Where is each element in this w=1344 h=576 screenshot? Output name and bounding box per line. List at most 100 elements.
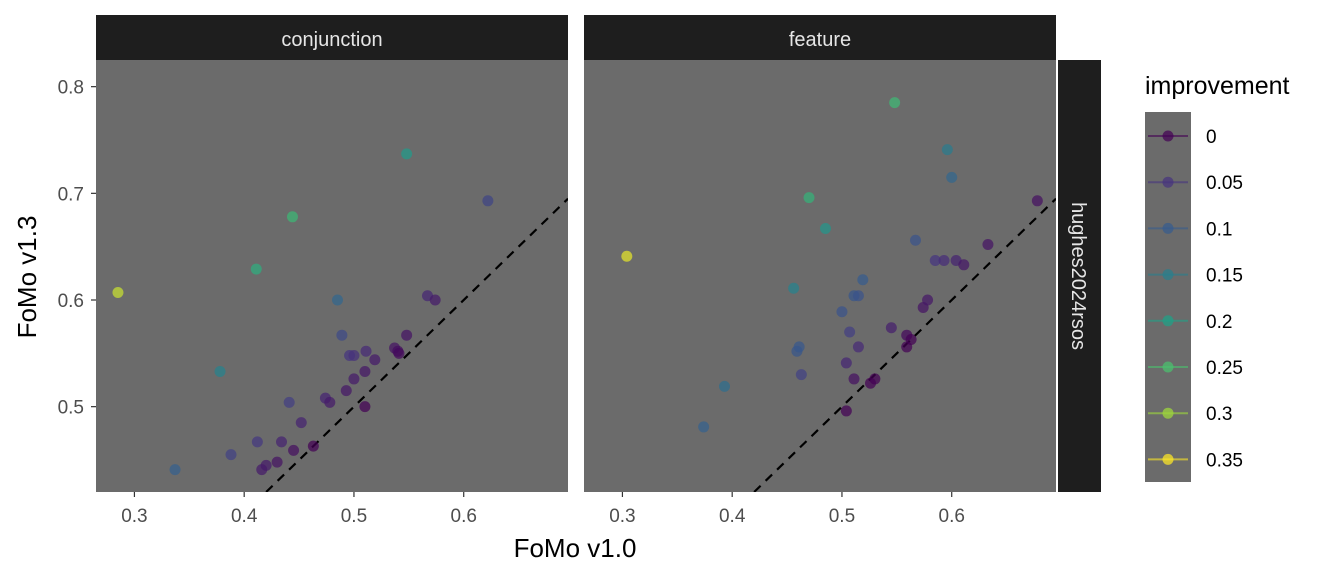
- legend-title: improvement: [1145, 72, 1290, 100]
- x-tick-label: 0.4: [719, 506, 746, 527]
- data-point: [324, 396, 336, 408]
- data-point: [359, 401, 371, 413]
- data-point: [719, 380, 731, 392]
- legend-key-point: [1162, 361, 1174, 373]
- data-point: [276, 436, 288, 448]
- row-strip: [1058, 60, 1101, 492]
- legend-entry-label: 0.25: [1206, 358, 1243, 379]
- legend-entry-label: 0.05: [1206, 173, 1243, 194]
- data-point: [869, 373, 881, 385]
- legend-entry: 0.05: [1148, 173, 1243, 194]
- legend-entry: 0.35: [1148, 450, 1243, 471]
- data-point: [112, 287, 124, 299]
- data-point: [251, 436, 263, 448]
- legend-key-point: [1162, 130, 1174, 142]
- y-tick-label: 0.8: [58, 78, 84, 99]
- data-point: [348, 373, 360, 385]
- legend-entry-label: 0.3: [1206, 404, 1232, 425]
- data-point: [360, 345, 372, 357]
- data-point: [929, 255, 941, 267]
- data-point: [393, 347, 405, 359]
- data-point: [938, 255, 950, 267]
- legend-entry-label: 0: [1206, 127, 1217, 148]
- data-point: [482, 195, 494, 207]
- x-tick-label: 0.6: [451, 506, 477, 527]
- data-point: [214, 365, 226, 377]
- y-tick-label: 0.6: [58, 291, 84, 312]
- data-point: [369, 354, 381, 366]
- y-axis-title: FoMo v1.3: [12, 216, 42, 339]
- data-point: [909, 234, 921, 246]
- x-tick-label: 0.3: [609, 506, 635, 527]
- data-point: [885, 322, 897, 334]
- legend-entry-label: 0.35: [1206, 450, 1243, 471]
- data-point: [941, 144, 953, 156]
- data-point: [307, 440, 319, 452]
- data-point: [401, 329, 413, 341]
- legend-key-point: [1162, 176, 1174, 188]
- legend-entry-label: 0.1: [1206, 219, 1232, 240]
- facet-strip-label: feature: [789, 29, 851, 51]
- data-point: [852, 341, 864, 353]
- x-tick-label: 0.4: [231, 506, 258, 527]
- data-point: [840, 357, 852, 369]
- data-point: [359, 365, 371, 377]
- x-axis-title: FoMo v1.0: [514, 533, 637, 563]
- data-point: [225, 449, 237, 461]
- legend-entry: 0.2: [1148, 312, 1232, 333]
- legend-key-point: [1162, 315, 1174, 327]
- facet-strip-label: conjunction: [281, 29, 382, 51]
- data-point: [889, 97, 901, 109]
- row-strip-label: hughes2024rsos: [1067, 202, 1089, 350]
- panel-conjunction: conjunction 0.3 0.4 0.5 0.6 0.5 0.6 0.7 0.8: [58, 15, 568, 527]
- data-point: [340, 385, 352, 397]
- panel-background: [96, 60, 568, 492]
- data-point: [1031, 195, 1043, 207]
- x-tick-label: 0.5: [341, 506, 367, 527]
- data-point: [788, 282, 800, 294]
- legend-key-point: [1162, 269, 1174, 281]
- facet-strip: [96, 15, 568, 60]
- legend-key-background: [1145, 112, 1191, 482]
- legend-entry: 0.15: [1148, 266, 1243, 287]
- y-tick-label: 0.5: [58, 398, 84, 419]
- data-point: [819, 223, 831, 235]
- x-tick-label: 0.6: [939, 506, 965, 527]
- facet-panels: conjunction 0.3 0.4 0.5 0.6 0.5 0.6 0.7 0.8 featu…: [58, 15, 1056, 527]
- legend-key-point: [1162, 453, 1174, 465]
- data-point: [946, 171, 958, 183]
- legend-entries: 0 0.05 0.1 0.15 0.2 0.25 0.3 0.35: [1148, 127, 1243, 471]
- legend-entry: 0: [1148, 127, 1217, 148]
- facet-strip: [584, 15, 1056, 60]
- data-point: [958, 259, 970, 271]
- data-point: [348, 349, 360, 361]
- data-point: [331, 294, 343, 306]
- legend-key-point: [1162, 407, 1174, 419]
- data-point: [803, 192, 815, 204]
- data-point: [336, 329, 348, 341]
- data-point: [250, 263, 262, 275]
- data-point: [429, 294, 441, 306]
- legend-entry-label: 0.15: [1206, 266, 1243, 287]
- legend-entry: 0.1: [1148, 219, 1232, 240]
- data-point: [848, 373, 860, 385]
- data-point: [852, 290, 864, 302]
- y-tick-label: 0.7: [58, 184, 84, 205]
- legend: improvement 0 0.05 0.1 0.15 0.2 0.25 0.3 0.35: [1145, 72, 1290, 482]
- panel-feature: feature 0.3 0.4 0.5 0.6: [584, 15, 1056, 527]
- data-point: [260, 459, 272, 471]
- data-point: [169, 464, 181, 476]
- data-point: [295, 417, 307, 429]
- data-point: [401, 148, 413, 160]
- data-point: [271, 456, 283, 468]
- legend-entry: 0.25: [1148, 358, 1243, 379]
- data-point: [288, 444, 300, 456]
- legend-entry: 0.3: [1148, 404, 1232, 425]
- x-tick-label: 0.5: [829, 506, 855, 527]
- data-point: [982, 239, 994, 251]
- data-point: [844, 326, 856, 338]
- data-point: [922, 294, 934, 306]
- legend-entry-label: 0.2: [1206, 312, 1232, 333]
- legend-key-point: [1162, 222, 1174, 234]
- data-point: [836, 306, 848, 318]
